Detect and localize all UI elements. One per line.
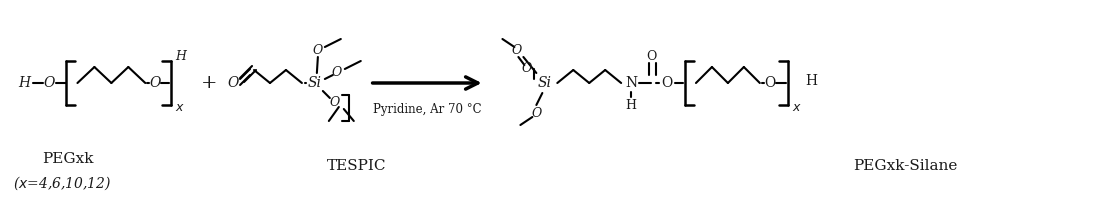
- Text: $x$: $x$: [176, 101, 185, 114]
- Text: PEGxk-Silane: PEGxk-Silane: [853, 159, 957, 173]
- Text: N: N: [625, 76, 637, 90]
- Text: O: O: [331, 67, 342, 80]
- Text: ($x$=4,6,10,12): ($x$=4,6,10,12): [13, 174, 112, 192]
- Text: O: O: [511, 44, 521, 57]
- Text: +: +: [201, 74, 217, 92]
- Text: TESPIC: TESPIC: [327, 159, 386, 173]
- Text: O: O: [330, 97, 340, 109]
- Text: O: O: [312, 44, 323, 57]
- Text: H: H: [626, 99, 637, 112]
- Text: PEGxk: PEGxk: [42, 152, 93, 166]
- Text: O: O: [149, 76, 161, 90]
- Text: O: O: [531, 107, 541, 120]
- Text: Si: Si: [308, 76, 322, 90]
- Text: $x$: $x$: [792, 101, 802, 114]
- Text: Si: Si: [538, 76, 551, 90]
- Text: O: O: [764, 76, 775, 90]
- Text: Pyridine, Ar 70 °C: Pyridine, Ar 70 °C: [373, 103, 481, 116]
- Text: O: O: [227, 76, 238, 90]
- Text: O: O: [44, 76, 55, 90]
- Text: H: H: [19, 76, 31, 90]
- Text: O: O: [661, 76, 672, 90]
- Text: O: O: [521, 63, 531, 76]
- Text: H: H: [176, 50, 187, 63]
- Text: H: H: [806, 74, 818, 88]
- Text: O: O: [646, 51, 656, 63]
